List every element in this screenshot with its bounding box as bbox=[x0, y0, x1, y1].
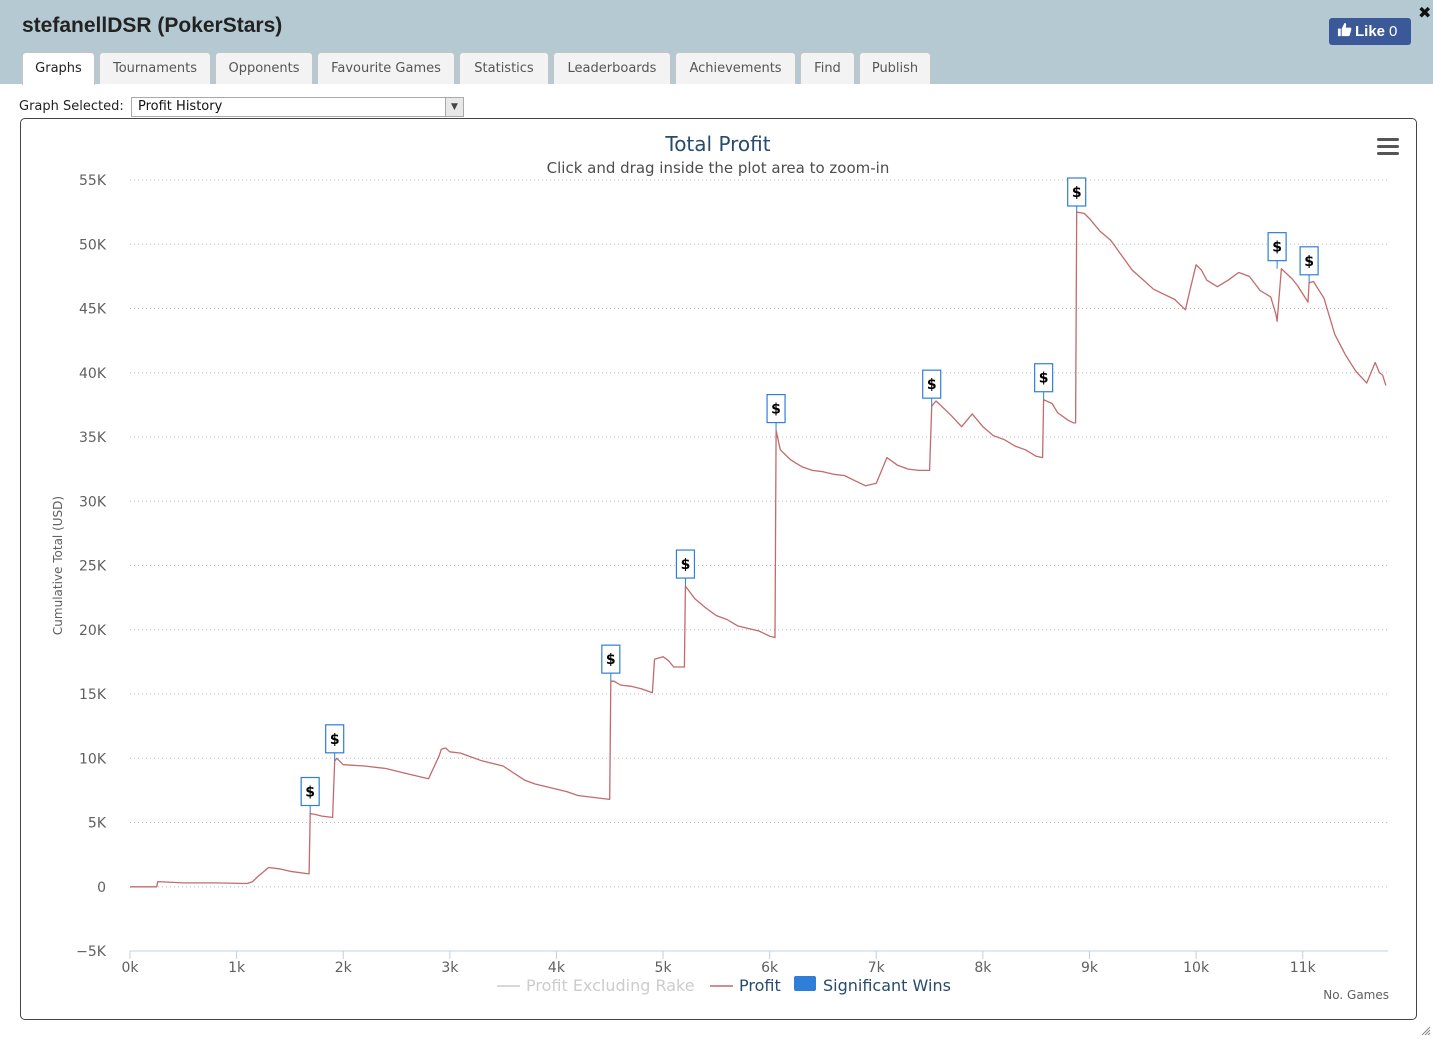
x-tick-label: 8k bbox=[974, 960, 992, 976]
graph-select-dropdown[interactable]: Profit History ▼ bbox=[131, 97, 464, 117]
x-axis-title: No. Games bbox=[1323, 988, 1389, 1002]
significant-win-marker: $ bbox=[305, 785, 315, 801]
significant-win-flag[interactable] bbox=[325, 724, 345, 754]
graph-select-value: Profit History bbox=[138, 99, 223, 114]
like-label: Like bbox=[1355, 23, 1386, 40]
profit-chart[interactable]: Total Profit Click and drag inside the pl… bbox=[20, 118, 1417, 1020]
resize-grip-icon[interactable] bbox=[1421, 1026, 1431, 1036]
tab-achievements[interactable]: Achievements bbox=[675, 52, 796, 84]
legend-item-significant-wins[interactable]: Significant Wins bbox=[823, 976, 951, 995]
significant-win-marker: $ bbox=[1272, 240, 1282, 256]
y-tick-label: 50K bbox=[79, 237, 107, 253]
significant-win-marker: $ bbox=[1039, 371, 1049, 387]
header-bar: stefanellDSR (PokerStars) ✖ Like 0 Graphs… bbox=[0, 0, 1433, 85]
significant-win-flag[interactable] bbox=[1299, 246, 1319, 276]
chart-title: Total Profit bbox=[664, 132, 770, 156]
tab-publish[interactable]: Publish bbox=[859, 52, 931, 84]
y-tick-label: 45K bbox=[79, 302, 107, 318]
chart-subtitle: Click and drag inside the plot area to z… bbox=[547, 159, 890, 177]
profit-series-line[interactable] bbox=[130, 211, 1387, 888]
significant-win-marker: $ bbox=[1072, 185, 1082, 201]
significant-win-flag[interactable] bbox=[675, 549, 696, 579]
close-icon[interactable]: ✖ bbox=[1418, 3, 1432, 22]
chevron-down-icon[interactable]: ▼ bbox=[445, 98, 463, 116]
tab-opponents[interactable]: Opponents bbox=[215, 52, 313, 84]
significant-win-flag[interactable] bbox=[1034, 363, 1054, 393]
hamburger-menu-icon[interactable] bbox=[1377, 138, 1399, 155]
y-tick-label: 35K bbox=[79, 430, 107, 446]
y-tick-label: 10K bbox=[79, 751, 107, 767]
tab-tournaments[interactable]: Tournaments bbox=[99, 52, 211, 84]
x-tick-label: 10k bbox=[1183, 960, 1210, 976]
x-tick-label: 11k bbox=[1290, 960, 1317, 976]
y-tick-label: 15K bbox=[79, 687, 107, 703]
y-tick-label: 0 bbox=[97, 880, 106, 896]
significant-win-flag[interactable] bbox=[601, 644, 621, 674]
y-tick-label: 25K bbox=[79, 559, 107, 575]
tab-leaderboards[interactable]: Leaderboards bbox=[553, 52, 671, 84]
significant-win-flag[interactable] bbox=[1267, 232, 1287, 262]
tab-favourite-games[interactable]: Favourite Games bbox=[317, 52, 455, 84]
like-count: 0 bbox=[1389, 23, 1398, 40]
y-tick-label: 55K bbox=[79, 173, 107, 189]
tab-statistics[interactable]: Statistics bbox=[459, 52, 549, 84]
significant-win-marker: $ bbox=[927, 377, 937, 393]
graph-selected-label: Graph Selected: bbox=[19, 99, 124, 114]
y-tick-label: 40K bbox=[79, 366, 107, 382]
y-tick-label: 5K bbox=[88, 816, 107, 832]
y-tick-label: 30K bbox=[79, 494, 107, 510]
significant-win-flag[interactable] bbox=[766, 393, 786, 424]
chart-container bbox=[20, 118, 1417, 1020]
tab-graphs[interactable]: Graphs bbox=[22, 52, 95, 85]
significant-win-marker: $ bbox=[771, 402, 781, 418]
page-title: stefanellDSR (PokerStars) bbox=[22, 14, 283, 37]
significant-win-marker: $ bbox=[681, 557, 691, 573]
legend-item-profit[interactable]: Profit bbox=[739, 976, 781, 995]
tab-find[interactable]: Find bbox=[800, 52, 855, 84]
y-tick-label: −5K bbox=[76, 944, 107, 960]
legend-item-profit-excluding-rake[interactable]: Profit Excluding Rake bbox=[526, 976, 695, 995]
x-tick-label: 5k bbox=[655, 960, 673, 976]
facebook-like-button[interactable]: Like 0 bbox=[1329, 18, 1411, 45]
y-axis-title: Cumulative Total (USD) bbox=[51, 496, 65, 635]
significant-win-marker: $ bbox=[606, 652, 616, 668]
legend-symbol-significant-wins[interactable] bbox=[794, 976, 816, 991]
x-tick-label: 4k bbox=[548, 960, 566, 976]
x-tick-label: 6k bbox=[761, 960, 779, 976]
significant-win-flag[interactable] bbox=[922, 369, 942, 399]
x-tick-label: 9k bbox=[1081, 960, 1099, 976]
significant-win-flag[interactable] bbox=[1067, 177, 1087, 207]
y-tick-label: 20K bbox=[79, 623, 107, 639]
x-tick-label: 1k bbox=[228, 960, 246, 976]
x-tick-label: 0k bbox=[121, 960, 139, 976]
significant-win-marker: $ bbox=[1304, 254, 1314, 270]
x-tick-label: 3k bbox=[441, 960, 459, 976]
x-tick-label: 7k bbox=[868, 960, 886, 976]
significant-win-marker: $ bbox=[330, 732, 340, 748]
thumbs-up-icon bbox=[1337, 19, 1355, 46]
x-tick-label: 2k bbox=[335, 960, 353, 976]
significant-win-flag[interactable] bbox=[300, 776, 320, 807]
